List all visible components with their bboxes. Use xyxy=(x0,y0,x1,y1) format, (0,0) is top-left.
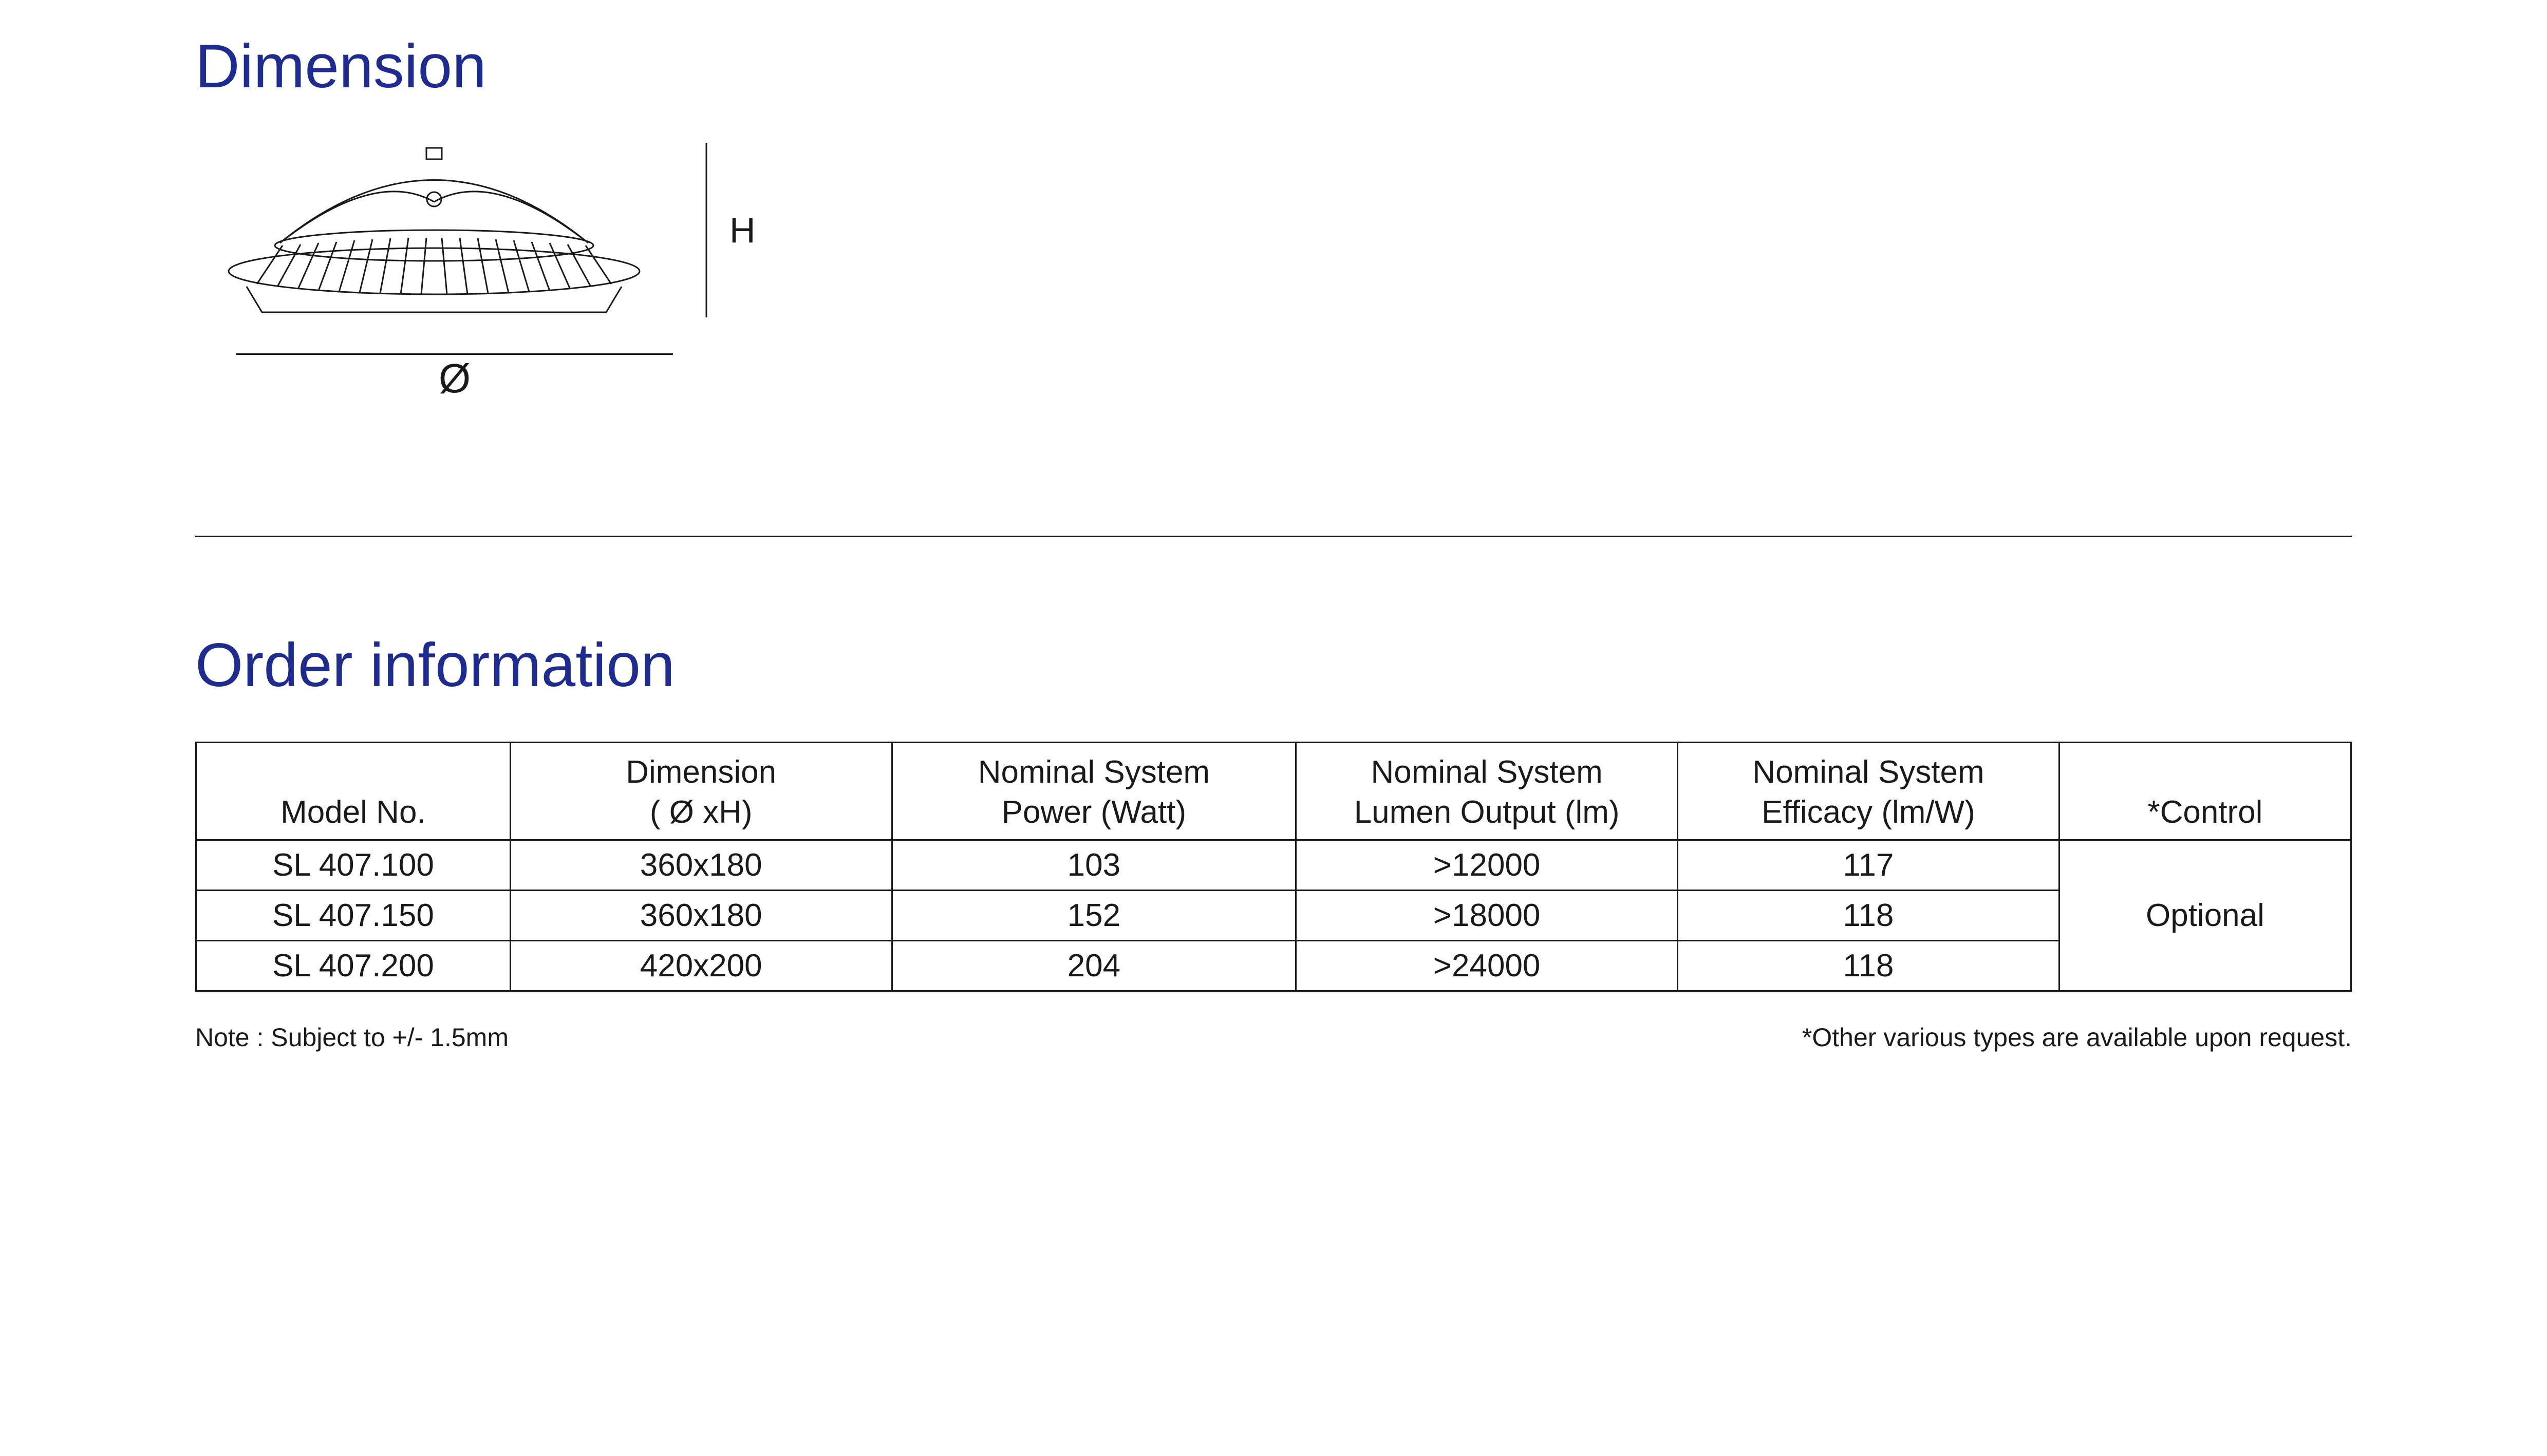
cell-model: SL 407.200 xyxy=(196,941,511,991)
cell-control-merged: Optional xyxy=(2059,840,2351,991)
cell-dim: 360x180 xyxy=(510,891,892,941)
cell-power: 103 xyxy=(892,840,1296,891)
col-lumen: Nominal SystemLumen Output (lm) xyxy=(1296,743,1678,840)
diameter-symbol-label: Ø xyxy=(236,355,673,402)
dimension-diagram: Ø H xyxy=(216,143,2352,402)
table-row: SL 407.200 420x200 204 >24000 118 xyxy=(196,941,2351,991)
col-control: *Control xyxy=(2059,743,2351,840)
cell-dim: 420x200 xyxy=(510,941,892,991)
col-dimension: Dimension( Ø xH) xyxy=(510,743,892,840)
table-row: SL 407.100 360x180 103 >12000 117 Option… xyxy=(196,840,2351,891)
cell-lumen: >12000 xyxy=(1296,840,1678,891)
col-power: Nominal SystemPower (Watt) xyxy=(892,743,1296,840)
cell-lumen: >24000 xyxy=(1296,941,1678,991)
footnote-left: Note : Subject to +/- 1.5mm xyxy=(195,1023,509,1052)
table-row: SL 407.150 360x180 152 >18000 118 xyxy=(196,891,2351,941)
cell-efficacy: 118 xyxy=(1678,941,2059,991)
footnote-right: *Other various types are available upon … xyxy=(1802,1023,2352,1052)
cell-efficacy: 117 xyxy=(1678,840,2059,891)
cell-power: 152 xyxy=(892,891,1296,941)
footnotes: Note : Subject to +/- 1.5mm *Other vario… xyxy=(195,1023,2352,1052)
cell-model: SL 407.100 xyxy=(196,840,511,891)
order-info-table: Model No. Dimension( Ø xH) Nominal Syste… xyxy=(195,742,2352,992)
lamp-diagram: Ø xyxy=(216,143,673,402)
cell-power: 204 xyxy=(892,941,1296,991)
cell-dim: 360x180 xyxy=(510,840,892,891)
cell-lumen: >18000 xyxy=(1296,891,1678,941)
order-info-heading: Order information xyxy=(195,630,2352,701)
height-indicator: H xyxy=(704,143,756,317)
col-efficacy: Nominal SystemEfficacy (lm/W) xyxy=(1678,743,2059,840)
lamp-svg xyxy=(216,143,652,328)
dimension-heading: Dimension xyxy=(195,31,2352,102)
height-bar xyxy=(704,143,709,317)
col-model: Model No. xyxy=(196,743,511,840)
cell-efficacy: 118 xyxy=(1678,891,2059,941)
table-header-row: Model No. Dimension( Ø xH) Nominal Syste… xyxy=(196,743,2351,840)
height-label: H xyxy=(729,210,756,251)
cell-model: SL 407.150 xyxy=(196,891,511,941)
section-separator xyxy=(195,536,2352,537)
